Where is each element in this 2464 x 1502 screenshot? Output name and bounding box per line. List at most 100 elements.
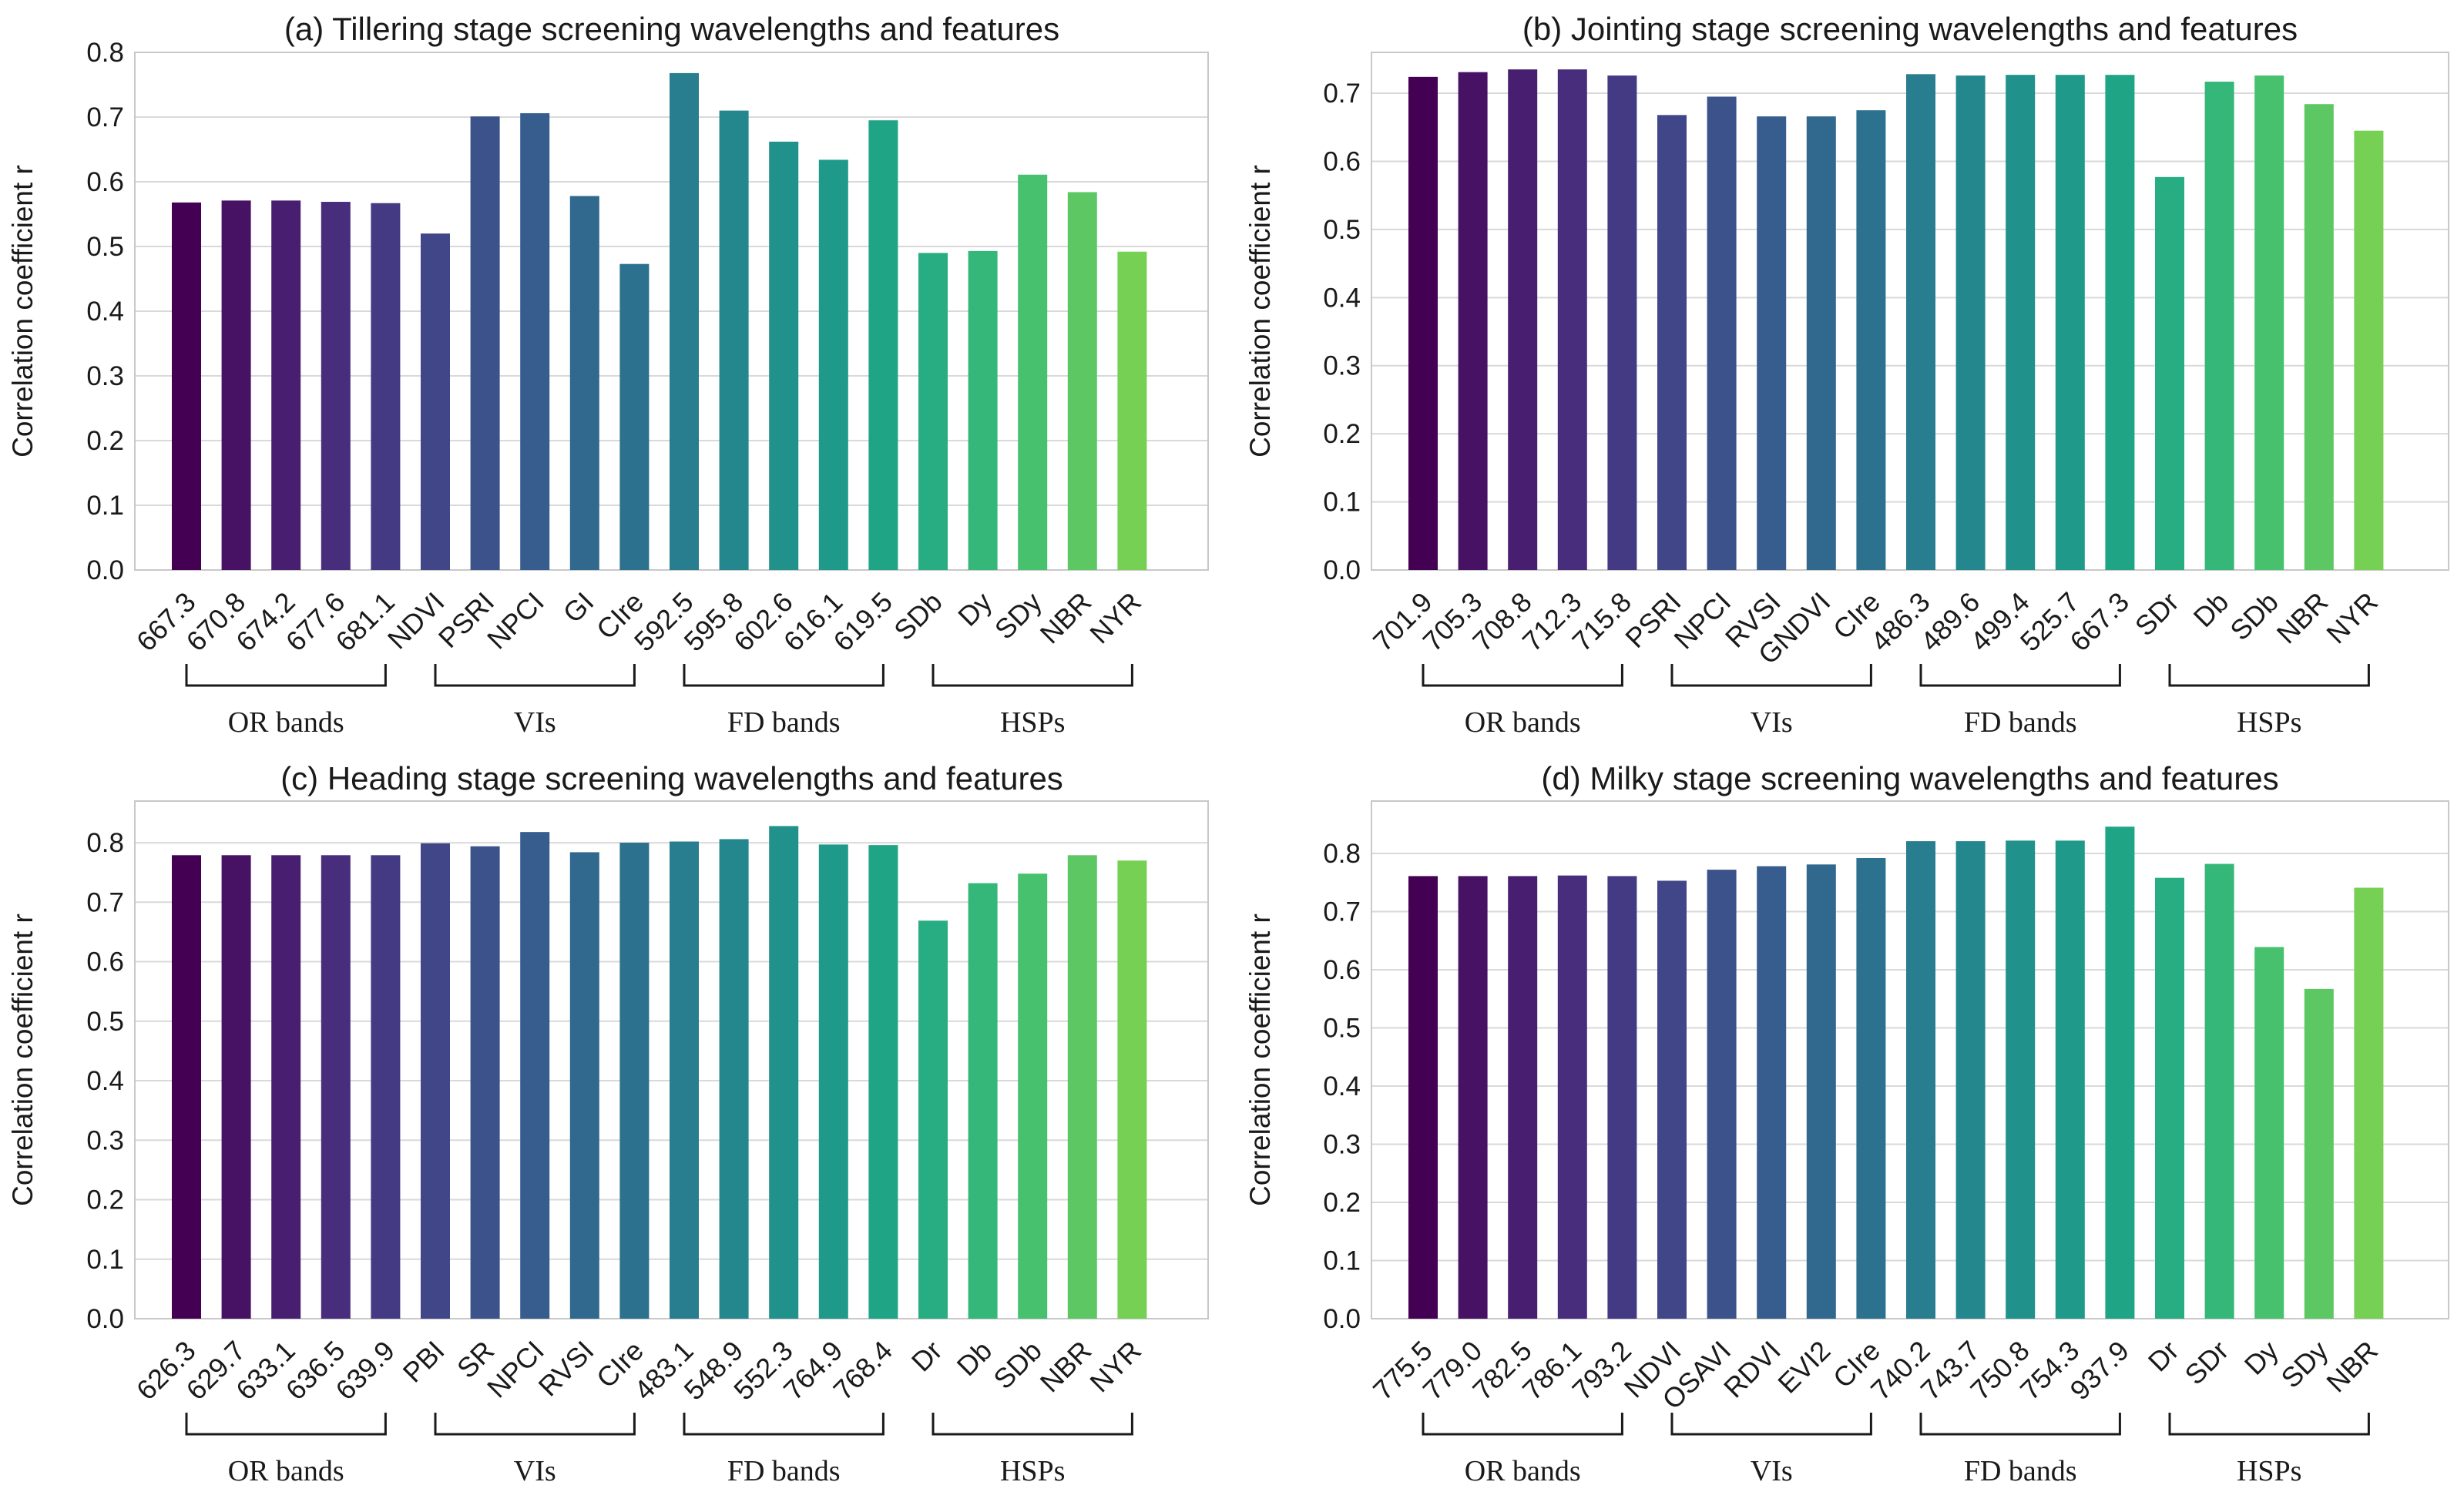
x-tick-label: NBR (1034, 1335, 1098, 1399)
bar-SDr (2155, 176, 2184, 570)
y-tick-label: 0.5 (86, 1007, 124, 1037)
group-bracket (1422, 664, 1623, 687)
bar-CIre (1856, 857, 1886, 1319)
x-tick-label: RDVI (1717, 1335, 1787, 1404)
bar-Dr (2155, 877, 2184, 1319)
group-bracket (434, 1413, 636, 1436)
y-tick-label: 0.7 (86, 887, 124, 917)
bar-677.6 (321, 202, 351, 570)
x-tick-label: NBR (2271, 586, 2335, 650)
bar-PBI (421, 843, 450, 1319)
bar-Dr (918, 920, 948, 1319)
group-label: HSPs (2237, 706, 2302, 739)
bar-636.5 (321, 855, 351, 1319)
bar-PSRI (1657, 115, 1687, 571)
y-axis-label: Correlation coefficient r (1244, 165, 1276, 458)
chart-panel-b: (b) Jointing stage screening wavelengths… (1244, 11, 2449, 739)
group-label: VIs (1751, 706, 1793, 739)
bar-712.3 (1557, 69, 1587, 570)
group-bracket (185, 1413, 387, 1436)
bar-782.5 (1508, 876, 1538, 1319)
y-tick-label: 0.3 (1323, 351, 1361, 381)
y-tick-label: 0.6 (1323, 955, 1361, 985)
bar-786.1 (1557, 875, 1587, 1319)
chart-title: (a) Tillering stage screening wavelength… (284, 11, 1059, 47)
bar-NPCI (520, 832, 550, 1319)
bar-CIre (619, 843, 650, 1319)
x-tick-label: NPCI (1667, 586, 1737, 655)
x-tick-label: PSRI (432, 586, 500, 654)
x-tick-label: 937.9 (2063, 1335, 2135, 1406)
y-tick-label: 0.0 (86, 555, 124, 585)
group-bracket (1670, 664, 1872, 687)
bar-CIre (619, 263, 650, 570)
bar-705.3 (1458, 72, 1488, 571)
x-tick-label: SDy (989, 586, 1048, 645)
group-label: HSPs (2237, 1455, 2302, 1487)
y-tick-label: 0.5 (86, 232, 124, 262)
x-tick-label: 715.8 (1566, 586, 1637, 658)
bar-NDVI (421, 233, 450, 570)
x-tick-label: PBI (397, 1335, 451, 1389)
y-tick-label: 0.1 (86, 491, 124, 521)
x-tick-label: NPCI (481, 586, 550, 655)
bar-616.1 (818, 159, 848, 570)
bar-674.2 (271, 200, 301, 570)
bar-750.8 (2006, 840, 2036, 1319)
bar-779.0 (1458, 876, 1488, 1319)
y-tick-label: 0.8 (86, 828, 124, 858)
y-tick-label: 0.2 (86, 1185, 124, 1215)
bar-681.1 (371, 203, 401, 570)
bar-SDy (2304, 988, 2334, 1319)
y-tick-label: 0.3 (1323, 1129, 1361, 1159)
bar-SDy (1018, 174, 1048, 570)
bar-489.6 (1955, 75, 1986, 570)
group-label: VIs (514, 706, 556, 739)
bar-NPCI (1707, 96, 1737, 570)
bar-715.8 (1607, 75, 1637, 570)
group-bracket (1919, 664, 2121, 687)
y-axis-label: Correlation coefficient r (7, 165, 39, 458)
x-tick-label: SDb (2224, 586, 2284, 647)
bar-768.4 (868, 845, 898, 1319)
y-tick-label: 0.7 (1323, 897, 1361, 927)
group-label: FD bands (1964, 1455, 2077, 1487)
x-tick-label: NPCI (481, 1335, 550, 1404)
group-bracket (1422, 1413, 1623, 1436)
bar-701.9 (1408, 76, 1438, 570)
bar-525.7 (2055, 75, 2085, 570)
group-label: FD bands (1964, 706, 2077, 739)
bar-GI (569, 196, 599, 571)
bar-NYR (1117, 251, 1147, 570)
group-bracket (683, 1413, 885, 1436)
y-tick-label: 0.5 (1323, 215, 1361, 245)
group-bracket (932, 664, 1133, 687)
x-tick-label: SDr (2178, 1335, 2234, 1391)
y-tick-label: 0.1 (86, 1245, 124, 1275)
chart-panel-d: (d) Milky stage screening wavelengths an… (1244, 760, 2449, 1487)
y-tick-label: 0.1 (1323, 1246, 1361, 1276)
bar-PSRI (470, 116, 500, 570)
bar-Dy (968, 250, 998, 570)
bar-602.6 (769, 141, 799, 571)
y-tick-label: 0.7 (1323, 79, 1361, 109)
group-bracket (434, 664, 636, 687)
y-tick-label: 0.0 (86, 1304, 124, 1334)
y-tick-label: 0.6 (1323, 146, 1361, 176)
chart-panel-a: (a) Tillering stage screening wavelength… (7, 11, 1209, 739)
bar-SDr (2204, 863, 2234, 1319)
bar-SDb (918, 253, 948, 570)
x-tick-label: NYR (1083, 586, 1147, 650)
x-tick-label: NBR (1034, 586, 1098, 650)
bar-OSAVI (1707, 870, 1737, 1319)
bar-NBR (1067, 855, 1097, 1319)
x-tick-label: 681.1 (329, 586, 401, 658)
bar-708.8 (1508, 69, 1538, 570)
group-label: OR bands (228, 1455, 344, 1487)
y-axis-label: Correlation coefficient r (7, 914, 39, 1206)
y-tick-label: 0.1 (1323, 488, 1361, 518)
chart-title: (c) Heading stage screening wavelengths … (280, 760, 1063, 796)
bar-Db (2204, 82, 2234, 570)
group-bracket (932, 1413, 1133, 1436)
group-bracket (683, 664, 885, 687)
